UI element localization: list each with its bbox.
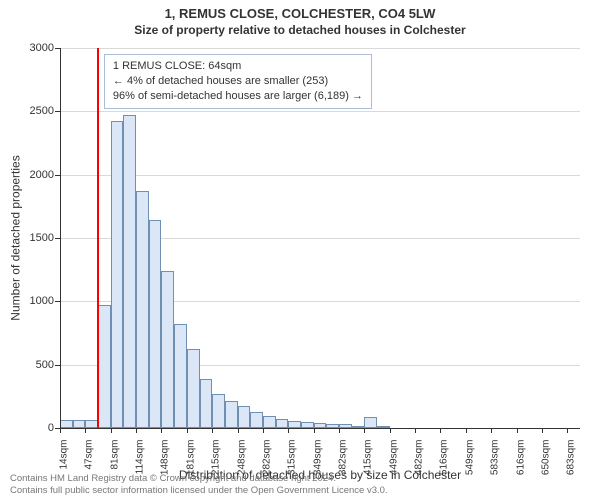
info-box-line-1: 1 REMUS CLOSE: 64sqm — [113, 59, 363, 74]
histogram-bar — [263, 416, 276, 428]
attribution-text: Contains HM Land Registry data © Crown c… — [10, 473, 388, 496]
y-axis-line — [60, 48, 61, 428]
info-box: 1 REMUS CLOSE: 64sqm← 4% of detached hou… — [104, 54, 372, 109]
histogram-bar — [187, 349, 200, 428]
ytick-label: 1500 — [4, 232, 54, 244]
histogram-bar — [212, 394, 225, 428]
histogram-bar — [276, 419, 289, 429]
gridline — [60, 111, 580, 112]
histogram-bar — [123, 115, 136, 429]
ytick-label: 1000 — [4, 295, 54, 307]
histogram-bar — [111, 121, 124, 428]
histogram-bar — [161, 271, 174, 428]
plot-area: 05001000150020002500300014sqm47sqm81sqm1… — [60, 48, 580, 428]
ytick-label: 2500 — [4, 105, 54, 117]
ytick-label: 500 — [4, 359, 54, 371]
histogram-bar — [200, 379, 213, 428]
info-box-line-2: ← 4% of detached houses are smaller (253… — [113, 74, 363, 89]
ytick-label: 3000 — [4, 42, 54, 54]
info-box-line-3: 96% of semi-detached houses are larger (… — [113, 89, 363, 104]
histogram-bar — [238, 406, 251, 428]
x-axis-line — [60, 428, 580, 429]
histogram-bar — [364, 417, 377, 428]
gridline — [60, 175, 580, 176]
ytick-label: 0 — [4, 422, 54, 434]
histogram-bar — [250, 412, 263, 428]
chart-figure: 1, REMUS CLOSE, COLCHESTER, CO4 5LW Size… — [0, 0, 600, 500]
ytick-label: 2000 — [4, 169, 54, 181]
histogram-bar — [73, 420, 86, 428]
histogram-bar — [288, 421, 301, 428]
gridline — [60, 48, 580, 49]
attribution-line-1: Contains HM Land Registry data © Crown c… — [10, 473, 388, 484]
histogram-bar — [60, 420, 73, 428]
attribution-line-2: Contains full public sector information … — [10, 485, 388, 496]
page-title-subtitle: Size of property relative to detached ho… — [0, 21, 600, 39]
histogram-bar — [225, 401, 238, 428]
histogram-bar — [136, 191, 149, 429]
property-marker-line — [97, 48, 99, 428]
histogram-bar — [149, 220, 162, 428]
plot-area-wrap: 05001000150020002500300014sqm47sqm81sqm1… — [60, 48, 580, 428]
histogram-bar — [98, 305, 111, 429]
page-title-address: 1, REMUS CLOSE, COLCHESTER, CO4 5LW — [0, 0, 600, 21]
histogram-bar — [174, 324, 187, 428]
